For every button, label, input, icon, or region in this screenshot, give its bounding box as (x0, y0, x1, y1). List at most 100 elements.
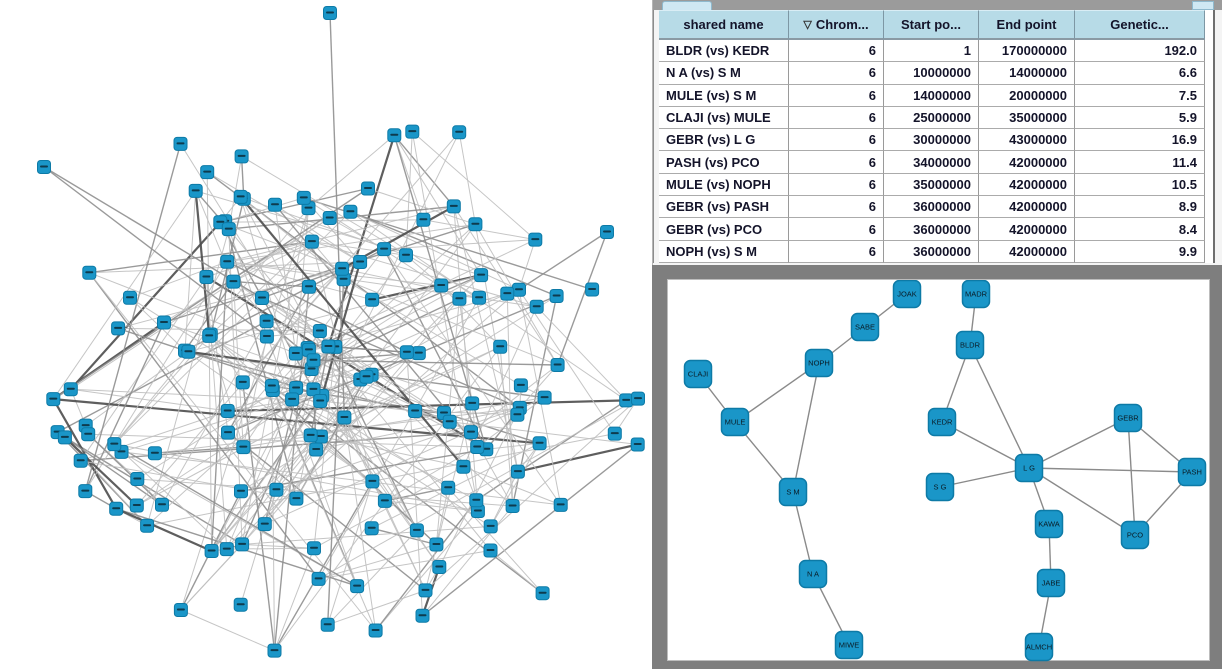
table-cell[interactable]: 34000000 (884, 151, 979, 174)
filter-icon[interactable]: ▽ (803, 19, 812, 31)
network-edge[interactable] (453, 206, 559, 366)
table-cell[interactable]: 42000000 (979, 173, 1075, 197)
network-edge[interactable] (241, 385, 273, 545)
edge-l-g-pash[interactable] (1028, 467, 1193, 473)
node-shape[interactable] (1014, 453, 1044, 483)
node-l-g[interactable]: L G (1014, 453, 1044, 483)
network-edge[interactable] (318, 544, 437, 580)
network-edge[interactable] (371, 274, 482, 301)
network-node[interactable] (335, 261, 350, 276)
network-node[interactable] (306, 353, 321, 368)
network-edge[interactable] (295, 435, 312, 499)
network-node[interactable] (235, 537, 250, 552)
network-edge[interactable] (180, 609, 275, 652)
network-node[interactable] (199, 270, 214, 284)
network-edge[interactable] (225, 197, 304, 222)
network-node[interactable] (57, 430, 72, 445)
column-header-genetic[interactable]: Genetic... (1075, 10, 1205, 40)
network-node[interactable] (129, 498, 144, 513)
node-n-a[interactable]: N A (798, 559, 828, 589)
node-miwe[interactable]: MIWE (834, 630, 864, 660)
network-node[interactable] (470, 440, 485, 454)
network-node[interactable] (173, 136, 188, 151)
table-cell[interactable]: 10000000 (884, 62, 979, 85)
network-edge[interactable] (411, 131, 536, 240)
network-node[interactable] (147, 446, 162, 461)
network-edge[interactable] (295, 293, 508, 389)
network-edge[interactable] (327, 134, 396, 347)
table-row[interactable]: CLAJI (vs) MULE 6 25000000 35000000 5.9 (659, 106, 1205, 130)
network-edge[interactable] (310, 132, 460, 436)
network-edge[interactable] (184, 248, 385, 352)
network-edge[interactable] (80, 460, 297, 500)
network-node[interactable] (81, 427, 96, 442)
table-cell[interactable]: 42000000 (979, 196, 1075, 219)
network-node[interactable] (140, 518, 155, 533)
table-cell[interactable]: MULE (vs) S M (659, 84, 789, 107)
network-edge[interactable] (274, 548, 315, 651)
network-edge[interactable] (271, 385, 544, 594)
node-shape[interactable] (1113, 403, 1143, 433)
network-edge[interactable] (226, 399, 293, 550)
network-node[interactable] (493, 339, 508, 354)
network-node[interactable] (512, 282, 526, 297)
network-node[interactable] (202, 328, 217, 343)
network-node[interactable] (474, 268, 489, 283)
table-row[interactable]: GEBR (vs) PCO 6 36000000 42000000 8.4 (659, 218, 1205, 241)
table-cell[interactable]: GEBR (vs) PASH (659, 196, 789, 219)
table-cell[interactable]: 6 (789, 173, 884, 197)
network-edge[interactable] (447, 487, 543, 594)
network-edge[interactable] (206, 172, 213, 552)
network-edge[interactable] (208, 335, 244, 448)
network-edge[interactable] (327, 589, 426, 626)
table-cell[interactable]: GEBR (vs) PCO (659, 218, 789, 241)
network-edge[interactable] (320, 400, 416, 412)
node-shape[interactable] (798, 559, 828, 589)
network-node[interactable] (235, 375, 250, 390)
node-shape[interactable] (804, 348, 834, 378)
network-edge[interactable] (70, 388, 228, 412)
table-cell[interactable]: 170000000 (979, 40, 1075, 63)
network-edge[interactable] (518, 231, 608, 291)
edge-l-g-gebr[interactable] (1028, 417, 1129, 469)
table-cell[interactable]: GEBR (vs) L G (659, 129, 789, 152)
network-node[interactable] (442, 414, 457, 429)
node-shape[interactable] (927, 407, 957, 437)
network-node[interactable] (452, 291, 467, 306)
table-row[interactable]: PASH (vs) PCO 6 34000000 42000000 11.4 (659, 151, 1205, 174)
network-edge[interactable] (556, 231, 608, 366)
node-shape[interactable] (925, 472, 955, 502)
table-cell[interactable]: 9.9 (1075, 240, 1205, 263)
network-edge[interactable] (476, 397, 545, 448)
network-node[interactable] (418, 583, 433, 598)
network-edge[interactable] (490, 443, 541, 527)
network-edge[interactable] (359, 224, 476, 380)
network-edge[interactable] (490, 550, 543, 594)
node-shape[interactable] (1036, 568, 1066, 598)
table-row[interactable]: GEBR (vs) PASH 6 36000000 42000000 8.9 (659, 196, 1205, 219)
network-node[interactable] (73, 453, 88, 468)
table-cell[interactable]: 14000000 (884, 84, 979, 107)
network-node[interactable] (452, 125, 467, 140)
network-edge[interactable] (319, 400, 440, 568)
node-shape[interactable] (961, 280, 991, 309)
network-edge[interactable] (154, 446, 244, 454)
network-edge[interactable] (161, 320, 268, 506)
node-shape[interactable] (1024, 632, 1054, 662)
network-edge[interactable] (242, 382, 276, 651)
network-node[interactable] (111, 321, 126, 336)
network-node[interactable] (505, 499, 520, 513)
table-cell[interactable]: 192.0 (1075, 40, 1205, 63)
network-node[interactable] (464, 425, 478, 440)
network-edge[interactable] (242, 131, 460, 383)
network-edge[interactable] (327, 530, 418, 626)
network-node[interactable] (600, 225, 614, 239)
network-edge[interactable] (261, 297, 472, 433)
network-node[interactable] (465, 396, 480, 411)
network-edge[interactable] (43, 166, 268, 338)
network-edge[interactable] (274, 204, 297, 354)
network-node[interactable] (483, 543, 498, 558)
network-edge[interactable] (227, 261, 373, 301)
network-node[interactable] (377, 242, 392, 257)
network-edge[interactable] (240, 196, 418, 531)
